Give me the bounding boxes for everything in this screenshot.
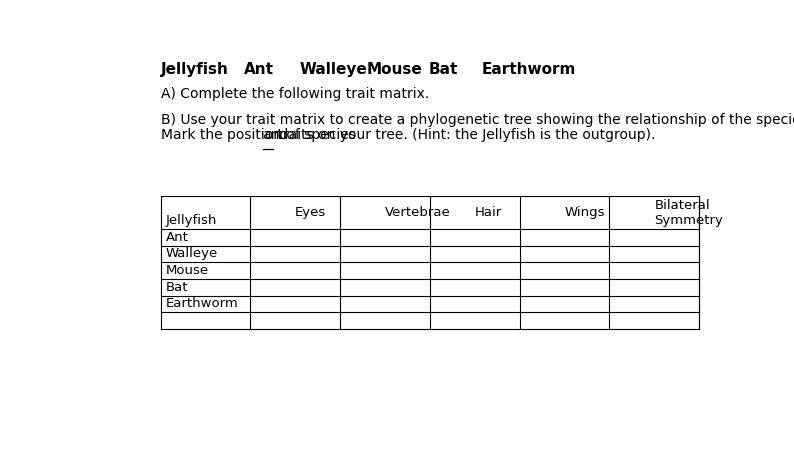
Text: Earthworm: Earthworm (482, 62, 576, 76)
Text: B) Use your trait matrix to create a phylogenetic tree showing the relationship : B) Use your trait matrix to create a phy… (160, 113, 794, 127)
Text: Ant: Ant (244, 62, 274, 76)
Text: Walleye: Walleye (166, 248, 218, 261)
Text: and: and (263, 128, 289, 142)
Text: traits on your tree. (Hint: the Jellyfish is the outgroup).: traits on your tree. (Hint: the Jellyfis… (273, 128, 655, 142)
Text: Mouse: Mouse (367, 62, 422, 76)
Text: Bat: Bat (429, 62, 458, 76)
Text: Ant: Ant (166, 231, 189, 244)
Text: Vertebrae: Vertebrae (385, 206, 450, 219)
Text: Bat: Bat (166, 281, 188, 294)
Text: Mark the position of species: Mark the position of species (160, 128, 360, 142)
Text: Earthworm: Earthworm (166, 297, 238, 310)
Text: Jellyfish: Jellyfish (166, 214, 217, 227)
Text: Wings: Wings (565, 206, 605, 219)
Text: Hair: Hair (475, 206, 502, 219)
Text: Eyes: Eyes (295, 206, 326, 219)
Text: Bilateral
Symmetry: Bilateral Symmetry (654, 198, 723, 226)
Text: Jellyfish: Jellyfish (160, 62, 229, 76)
Text: Walleye: Walleye (299, 62, 367, 76)
Text: A) Complete the following trait matrix.: A) Complete the following trait matrix. (160, 87, 429, 101)
Text: Mouse: Mouse (166, 264, 209, 277)
